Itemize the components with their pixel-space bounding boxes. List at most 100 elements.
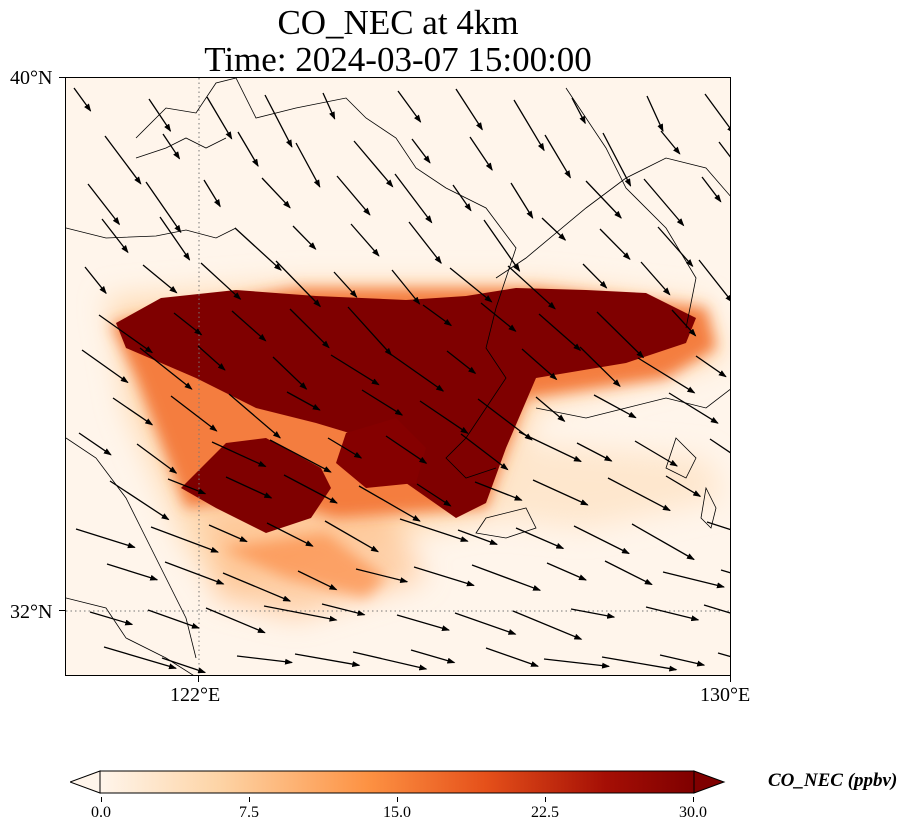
colorbar-extend-min <box>68 770 101 794</box>
wind-arrow <box>643 178 685 227</box>
wind-arrow <box>78 432 112 456</box>
wind-arrow <box>457 529 498 546</box>
wind-arrow <box>717 652 730 658</box>
colorbar-label: CO_NEC (ppbv) <box>768 770 898 791</box>
y-tick-label-32n: 32°N <box>10 601 53 623</box>
wind-arrow <box>480 302 517 332</box>
wind-arrow <box>469 136 493 171</box>
wind-arrow <box>671 309 697 337</box>
wind-arrow <box>391 269 421 305</box>
wind-arrow <box>570 608 616 619</box>
map-title-line-1: CO_NEC at 4km <box>277 3 519 42</box>
wind-arrow <box>544 134 571 179</box>
wind-arrow <box>455 88 483 131</box>
wind-arrow <box>485 647 539 667</box>
wind-arrow <box>206 96 233 140</box>
wind-arrow <box>75 528 136 549</box>
wind-arrow <box>104 135 142 185</box>
wind-arrow <box>150 526 219 553</box>
wind-arrow <box>698 259 730 303</box>
wind-arrow <box>396 614 450 632</box>
colorbar-tick-label: 0.0 <box>91 804 111 821</box>
wind-arrow <box>322 92 336 120</box>
wind-arrow <box>521 348 558 381</box>
wind-arrow <box>538 313 582 352</box>
x-tick-mark-130e <box>730 676 731 682</box>
wind-arrow <box>601 656 678 672</box>
wind-arrow <box>225 476 273 499</box>
wind-arrow <box>394 173 433 224</box>
wind-arrow <box>703 604 730 614</box>
wind-arrow <box>593 394 637 419</box>
y-tick-label-40n: 40°N <box>10 67 53 89</box>
wind-arrow <box>471 564 542 591</box>
wind-arrow <box>585 180 622 219</box>
colorbar-tickmark <box>693 797 694 802</box>
wind-arrow <box>695 355 727 378</box>
wind-arrow <box>706 521 730 531</box>
wind-arrow <box>422 304 453 327</box>
wind-arrow <box>413 566 475 587</box>
wind-arrow <box>718 141 730 158</box>
wind-arrow <box>640 261 671 296</box>
wind-arrow <box>411 138 431 164</box>
wind-arrow <box>231 310 267 342</box>
wind-arrow <box>657 226 694 268</box>
wind-arrow <box>662 571 725 589</box>
wind-arrow <box>264 94 293 148</box>
wind-arrow <box>330 354 380 386</box>
wind-arrow <box>148 98 172 132</box>
wind-arrow <box>535 396 566 422</box>
wind-arrow <box>513 99 545 152</box>
wind-arrow <box>350 223 380 257</box>
coastlines <box>66 78 730 675</box>
wind-arrow <box>333 271 358 298</box>
wind-arrow <box>161 657 207 674</box>
wind-arrow <box>211 441 267 468</box>
wind-arrow <box>361 389 404 416</box>
gridlines <box>66 78 730 675</box>
wind-arrow <box>659 654 706 667</box>
wind-arrow <box>203 179 221 208</box>
wind-arrow <box>336 175 371 216</box>
wind-arrow <box>289 308 330 349</box>
wind-arrow <box>272 356 308 390</box>
x-tick-label-130e: 130°E <box>700 684 751 706</box>
wind-arrow <box>515 527 565 550</box>
map-canvas <box>66 78 730 675</box>
core-plumes <box>116 288 696 533</box>
wind-arrow <box>543 658 610 669</box>
wind-arrow <box>446 350 477 375</box>
concentration-field <box>66 78 730 675</box>
map-title-line-2: Time: 2024-03-07 15:00:00 <box>204 40 592 79</box>
wind-arrow <box>84 266 107 295</box>
wind-arrow <box>454 612 517 635</box>
wind-arrow <box>579 346 621 388</box>
wind-arrow <box>200 262 242 300</box>
wind-arrow <box>599 228 631 261</box>
map-panel <box>65 77 731 676</box>
wind-arrow <box>665 475 702 497</box>
wind-arrow <box>582 263 608 289</box>
wind-arrow <box>87 183 121 226</box>
colorbar <box>68 768 726 802</box>
wind-arrow <box>477 398 533 441</box>
colorbar-tickmark <box>397 797 398 802</box>
wind-arrow <box>147 609 200 629</box>
wind-arrow <box>507 265 556 310</box>
wind-arrow <box>109 480 170 521</box>
wind-arrow <box>637 357 696 394</box>
wind-arrow <box>106 563 159 581</box>
wind-arrow <box>237 131 259 167</box>
colorbar-tick-label: 22.5 <box>531 804 559 821</box>
wind-arrow <box>234 227 282 271</box>
wind-arrow <box>602 132 632 187</box>
wind-arrow <box>701 176 722 203</box>
wind-arrow <box>358 485 421 522</box>
wind-arrow <box>410 649 456 664</box>
wind-arrow <box>266 522 314 547</box>
wind-arrow <box>416 483 452 507</box>
wind-arrow <box>518 431 582 463</box>
wind-arrow <box>645 606 700 622</box>
wind-arrow <box>634 440 678 467</box>
